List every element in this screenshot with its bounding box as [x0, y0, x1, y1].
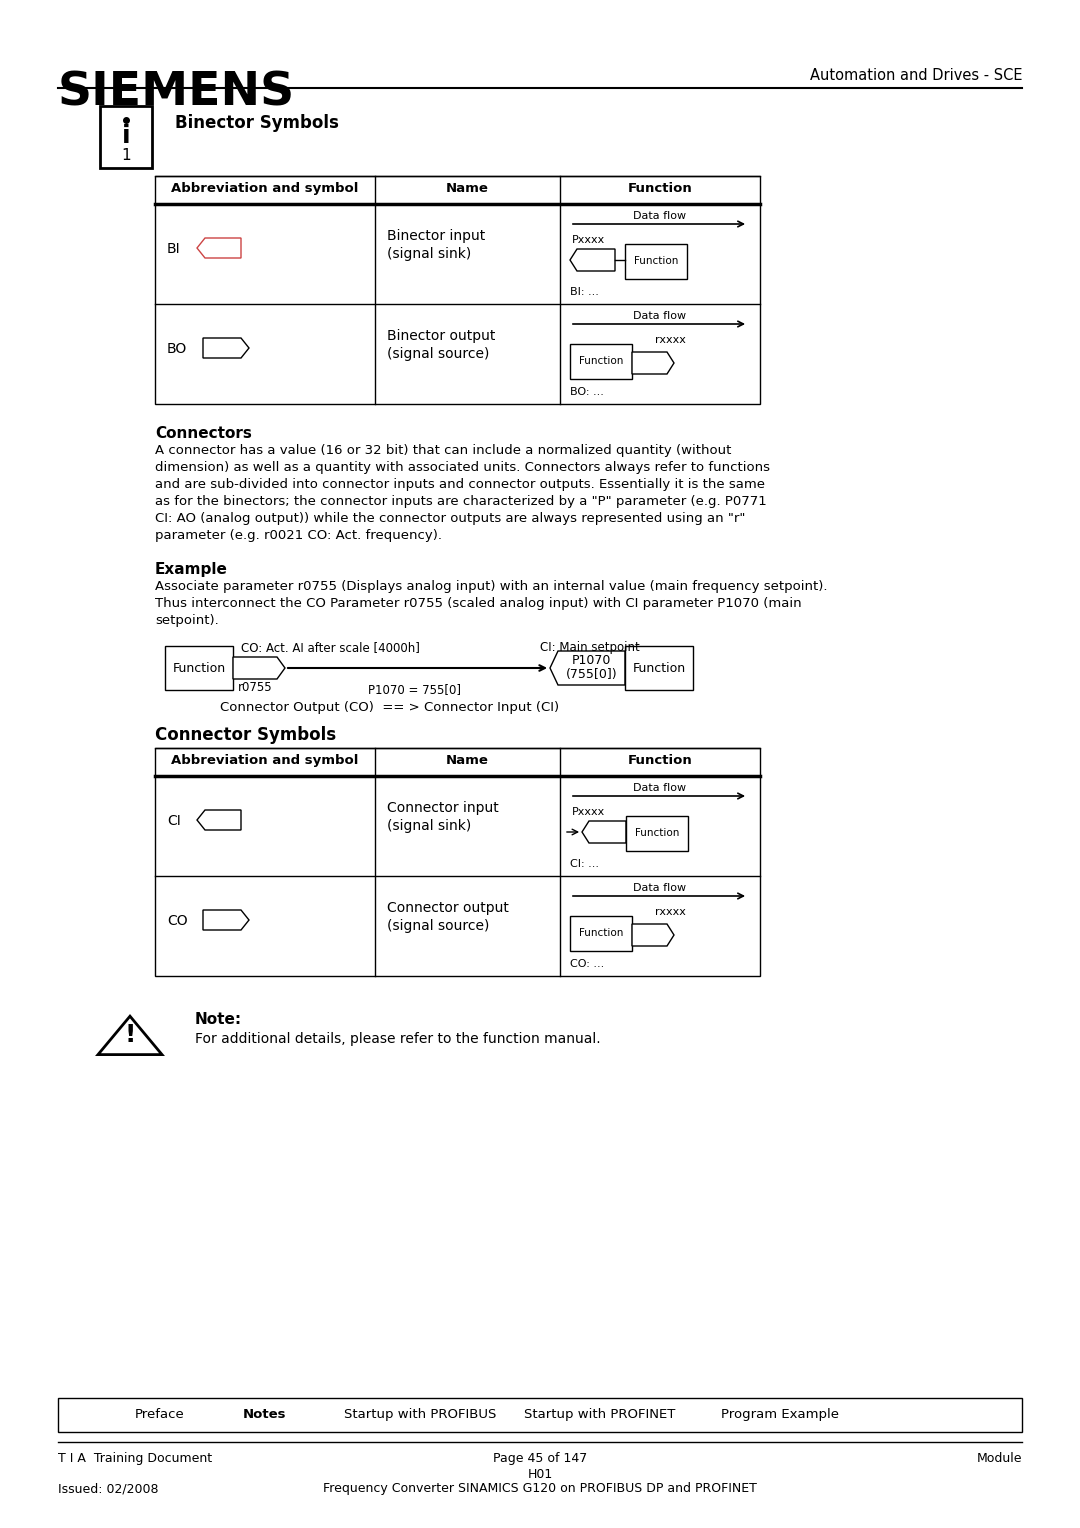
Text: and are sub-divided into connector inputs and connector outputs. Essentially it : and are sub-divided into connector input…: [156, 478, 765, 490]
Text: Function: Function: [627, 182, 692, 196]
Text: For additional details, please refer to the function manual.: For additional details, please refer to …: [195, 1031, 600, 1047]
Text: Data flow: Data flow: [634, 211, 687, 222]
Text: CI: AO (analog output)) while the connector outputs are always represented using: CI: AO (analog output)) while the connec…: [156, 512, 745, 526]
Polygon shape: [632, 924, 674, 946]
Text: Function: Function: [635, 828, 679, 839]
Text: Data flow: Data flow: [634, 883, 687, 892]
Text: rxxxx: rxxxx: [654, 908, 686, 917]
Polygon shape: [197, 810, 241, 830]
Text: Pxxxx: Pxxxx: [572, 807, 605, 817]
Text: Thus interconnect the CO Parameter r0755 (scaled analog input) with CI parameter: Thus interconnect the CO Parameter r0755…: [156, 597, 801, 610]
Text: !: !: [124, 1024, 136, 1047]
Polygon shape: [197, 238, 241, 258]
Text: Startup with PROFINET: Startup with PROFINET: [524, 1407, 676, 1421]
Text: Function: Function: [633, 662, 686, 675]
Text: Program Example: Program Example: [721, 1407, 839, 1421]
Text: T I A  Training Document: T I A Training Document: [58, 1452, 212, 1465]
Text: Function: Function: [627, 753, 692, 767]
Polygon shape: [233, 657, 285, 678]
Text: BI: ...: BI: ...: [570, 287, 599, 296]
Text: CO: CO: [167, 914, 188, 927]
Text: CI: Main setpoint: CI: Main setpoint: [540, 642, 639, 654]
Text: Example: Example: [156, 562, 228, 578]
Text: rxxxx: rxxxx: [654, 335, 686, 345]
Text: setpoint).: setpoint).: [156, 614, 219, 626]
Bar: [626, 816, 688, 851]
Text: Note:: Note:: [195, 1012, 242, 1027]
Text: SIEMENS: SIEMENS: [58, 70, 295, 115]
Text: Connector Output (CO)  == > Connector Input (CI): Connector Output (CO) == > Connector Inp…: [220, 701, 559, 714]
Polygon shape: [98, 1016, 162, 1054]
Polygon shape: [550, 651, 625, 685]
Text: CO: ...: CO: ...: [570, 960, 604, 969]
Text: (signal sink): (signal sink): [387, 248, 471, 261]
Text: Data flow: Data flow: [634, 312, 687, 321]
Text: Pxxxx: Pxxxx: [572, 235, 605, 244]
Text: BI: BI: [167, 241, 180, 257]
Text: Name: Name: [446, 182, 489, 196]
Text: Abbreviation and symbol: Abbreviation and symbol: [172, 182, 359, 196]
Text: CO: Act. AI after scale [4000h]: CO: Act. AI after scale [4000h]: [241, 642, 420, 654]
Text: Issued: 02/2008: Issued: 02/2008: [58, 1482, 159, 1494]
Text: (signal source): (signal source): [387, 347, 489, 361]
Text: Function: Function: [579, 356, 623, 367]
Text: Binector input: Binector input: [387, 229, 485, 243]
Bar: [156, 749, 760, 976]
Text: CI: CI: [167, 814, 180, 828]
Text: Binector Symbols: Binector Symbols: [175, 115, 339, 131]
Text: Abbreviation and symbol: Abbreviation and symbol: [172, 753, 359, 767]
Text: Name: Name: [446, 753, 489, 767]
Text: Module: Module: [976, 1452, 1022, 1465]
Bar: [58, 1398, 1022, 1432]
Text: Preface: Preface: [135, 1407, 185, 1421]
Text: (755[0]): (755[0]): [566, 668, 618, 681]
Text: Function: Function: [173, 662, 226, 675]
Text: Connectors: Connectors: [156, 426, 252, 442]
Text: (signal sink): (signal sink): [387, 819, 471, 833]
Text: as for the binectors; the connector inputs are characterized by a "P" parameter : as for the binectors; the connector inpu…: [156, 495, 767, 507]
Text: BO: ...: BO: ...: [570, 387, 604, 397]
Text: Connector Symbols: Connector Symbols: [156, 726, 336, 744]
Text: Data flow: Data flow: [634, 782, 687, 793]
Text: (signal source): (signal source): [387, 918, 489, 934]
Polygon shape: [570, 249, 615, 270]
Polygon shape: [203, 338, 249, 358]
Bar: [625, 244, 687, 280]
Text: dimension) as well as a quantity with associated units. Connectors always refer : dimension) as well as a quantity with as…: [156, 461, 770, 474]
Text: Connector input: Connector input: [387, 801, 499, 814]
Polygon shape: [203, 911, 249, 931]
Text: Frequency Converter SINAMICS G120 on PROFIBUS DP and PROFINET: Frequency Converter SINAMICS G120 on PRO…: [323, 1482, 757, 1494]
Bar: [165, 646, 233, 691]
Bar: [100, 105, 152, 168]
Text: Function: Function: [634, 257, 678, 266]
Text: P1070: P1070: [571, 654, 611, 668]
Bar: [570, 915, 632, 950]
Text: r0755: r0755: [238, 681, 272, 694]
Text: Associate parameter r0755 (Displays analog input) with an internal value (main f: Associate parameter r0755 (Displays anal…: [156, 581, 827, 593]
Bar: [625, 646, 693, 691]
Polygon shape: [632, 351, 674, 374]
Bar: [570, 344, 632, 379]
Text: CI: ...: CI: ...: [570, 859, 599, 869]
Bar: [156, 176, 760, 403]
Text: parameter (e.g. r0021 CO: Act. frequency).: parameter (e.g. r0021 CO: Act. frequency…: [156, 529, 442, 542]
Text: i: i: [122, 124, 131, 148]
Text: A connector has a value (16 or 32 bit) that can include a normalized quantity (w: A connector has a value (16 or 32 bit) t…: [156, 445, 731, 457]
Text: Page 45 of 147: Page 45 of 147: [492, 1452, 588, 1465]
Text: H01: H01: [527, 1468, 553, 1481]
Polygon shape: [582, 821, 626, 843]
Text: Connector output: Connector output: [387, 902, 509, 915]
Text: Function: Function: [579, 929, 623, 938]
Text: Automation and Drives - SCE: Automation and Drives - SCE: [810, 69, 1022, 83]
Text: Startup with PROFIBUS: Startup with PROFIBUS: [343, 1407, 496, 1421]
Text: BO: BO: [167, 342, 187, 356]
Text: Binector output: Binector output: [387, 329, 496, 342]
Text: P1070 = 755[0]: P1070 = 755[0]: [367, 683, 460, 695]
Text: Notes: Notes: [243, 1407, 287, 1421]
Text: 1: 1: [121, 148, 131, 163]
